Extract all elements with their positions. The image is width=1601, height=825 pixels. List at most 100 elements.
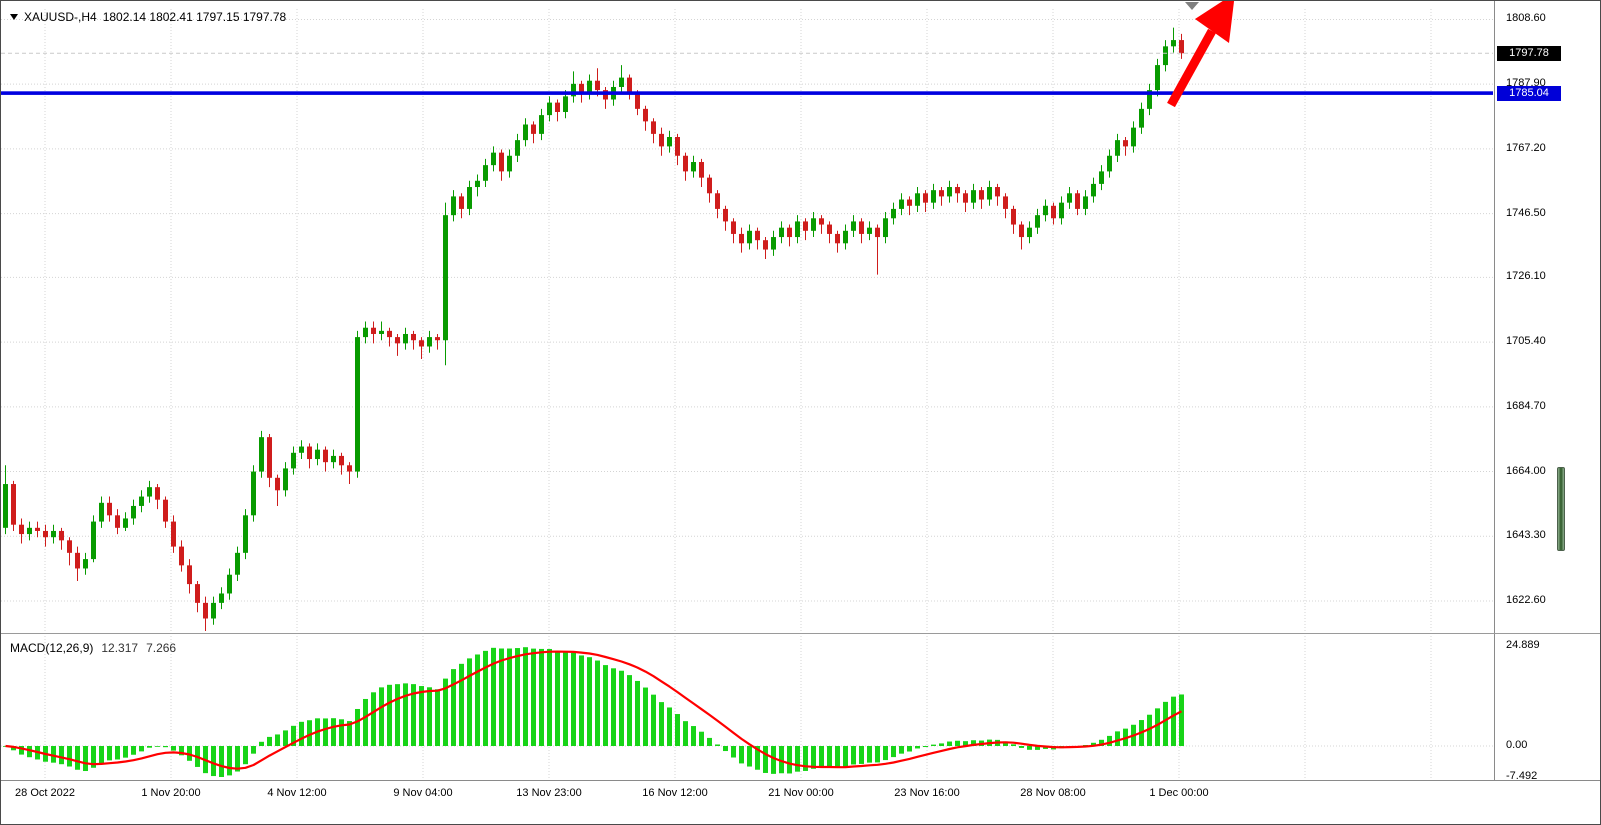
price-axis-label: 1684.70 bbox=[1506, 399, 1546, 412]
price-axis[interactable]: 1797.78 1785.04 1808.60 1787.90 1767.20 174… bbox=[1494, 1, 1600, 782]
trend-arrow-head[interactable] bbox=[1195, 1, 1235, 43]
bull-candle-body bbox=[363, 327, 368, 338]
macd-histogram-bar bbox=[179, 746, 184, 756]
bear-candle-body bbox=[683, 155, 688, 172]
scrollbar-thumb[interactable] bbox=[1557, 467, 1565, 551]
macd-histogram-bar bbox=[563, 652, 568, 746]
bull-candle-body bbox=[451, 196, 456, 216]
macd-histogram-bar bbox=[899, 746, 904, 754]
macd-histogram-bar bbox=[19, 746, 24, 755]
bear-candle-body bbox=[67, 540, 72, 553]
bear-candle-body bbox=[179, 546, 184, 566]
macd-histogram-bar bbox=[83, 746, 88, 772]
macd-histogram-bar bbox=[1171, 696, 1176, 746]
macd-histogram-bar bbox=[619, 670, 624, 746]
bull-candle-body bbox=[259, 437, 264, 472]
time-axis-label: 21 Nov 00:00 bbox=[768, 787, 834, 799]
macd-histogram-bar bbox=[555, 651, 560, 746]
chart-ohlc-values: 1802.14 1802.41 1797.15 1797.78 bbox=[102, 10, 287, 24]
macd-histogram-bar bbox=[827, 746, 832, 768]
bull-candle-body bbox=[227, 574, 232, 594]
macd-histogram-bar bbox=[387, 684, 392, 746]
bull-candle-body bbox=[947, 187, 952, 197]
bull-candle-body bbox=[1107, 155, 1112, 172]
bull-candle-body bbox=[131, 505, 136, 519]
price-axis-label: 1746.50 bbox=[1506, 206, 1546, 219]
macd-histogram-bar bbox=[1163, 701, 1168, 746]
chart-header: XAUUSD-,H4 1802.14 1802.41 1797.15 1797.… bbox=[10, 10, 286, 24]
bull-candle-body bbox=[243, 515, 248, 553]
bull-candle-body bbox=[1091, 183, 1096, 197]
macd-histogram-bar bbox=[467, 658, 472, 746]
bear-candle-body bbox=[923, 193, 928, 203]
bull-candle-body bbox=[1035, 215, 1040, 228]
time-axis-label: 16 Nov 12:00 bbox=[642, 787, 708, 799]
macd-histogram-bar bbox=[891, 746, 896, 758]
macd-histogram-bar bbox=[227, 746, 232, 776]
bull-candle-body bbox=[971, 190, 976, 203]
macd-histogram-bar bbox=[499, 648, 504, 746]
bear-candle-body bbox=[19, 524, 24, 535]
macd-histogram-bar bbox=[1107, 735, 1112, 746]
macd-histogram-bar bbox=[547, 648, 552, 746]
bull-candle-body bbox=[867, 227, 872, 234]
macd-histogram-bar bbox=[283, 730, 288, 746]
bear-candle-body bbox=[907, 199, 912, 206]
chart-shift-marker-icon bbox=[1185, 2, 1199, 10]
bear-candle-body bbox=[419, 340, 424, 347]
bull-candle-body bbox=[331, 455, 336, 463]
bull-candle-body bbox=[91, 521, 96, 560]
bear-candle-body bbox=[75, 552, 80, 569]
macd-histogram-bar bbox=[251, 746, 256, 754]
bear-candle-body bbox=[195, 584, 200, 603]
bear-candle-body bbox=[171, 521, 176, 547]
bear-candle-body bbox=[555, 102, 560, 112]
bull-candle-body bbox=[299, 446, 304, 453]
bear-candle-body bbox=[763, 240, 768, 250]
macd-histogram-bar bbox=[307, 720, 312, 746]
bull-candle-body bbox=[283, 468, 288, 491]
macd-histogram-bar bbox=[923, 746, 928, 748]
macd-histogram-bar bbox=[147, 746, 152, 748]
macd-histogram-bar bbox=[355, 708, 360, 746]
macd-histogram-bar bbox=[579, 655, 584, 746]
bear-candle-body bbox=[115, 515, 120, 528]
bull-candle-body bbox=[3, 484, 8, 528]
bear-candle-body bbox=[1051, 205, 1056, 219]
bull-candle-body bbox=[379, 330, 384, 334]
bull-candle-body bbox=[891, 208, 896, 219]
bear-candle-body bbox=[323, 449, 328, 463]
bull-candle-body bbox=[1155, 65, 1160, 91]
time-axis-label: 1 Dec 00:00 bbox=[1149, 787, 1209, 799]
panel-separator[interactable] bbox=[1, 633, 1600, 634]
bull-candle-body bbox=[443, 215, 448, 341]
bear-candle-body bbox=[59, 530, 64, 541]
bull-candle-body bbox=[99, 502, 104, 522]
bear-candle-body bbox=[339, 455, 344, 466]
time-axis-label: 28 Nov 08:00 bbox=[1020, 787, 1086, 799]
macd-histogram-bar bbox=[299, 721, 304, 746]
bull-candle-body bbox=[811, 218, 816, 231]
macd-histogram-bar bbox=[395, 684, 400, 746]
support-line[interactable] bbox=[1, 91, 1493, 95]
bear-candle-body bbox=[387, 330, 392, 338]
time-axis[interactable]: 28 Oct 2022 1 Nov 20:00 4 Nov 12:00 9 Nov 0… bbox=[1, 780, 1600, 824]
bear-candle-body bbox=[11, 484, 16, 525]
bear-candle-body bbox=[1179, 40, 1184, 54]
symbol-dropdown-icon[interactable] bbox=[10, 14, 18, 20]
macd-histogram-bar bbox=[851, 746, 856, 765]
macd-histogram-bar bbox=[275, 734, 280, 746]
bear-candle-body bbox=[739, 233, 744, 244]
bull-candle-body bbox=[1043, 205, 1048, 216]
macd-histogram-bar bbox=[243, 746, 248, 765]
macd-histogram-bar bbox=[515, 648, 520, 746]
price-axis-label: 1808.60 bbox=[1506, 12, 1546, 25]
macd-histogram-bar bbox=[1035, 746, 1040, 750]
macd-histogram-bar bbox=[731, 746, 736, 758]
macd-histogram-bar bbox=[971, 740, 976, 746]
macd-histogram-bar bbox=[259, 741, 264, 746]
bear-candle-body bbox=[699, 162, 704, 178]
trend-arrow-shaft[interactable] bbox=[1167, 28, 1216, 108]
bull-candle-body bbox=[771, 237, 776, 250]
